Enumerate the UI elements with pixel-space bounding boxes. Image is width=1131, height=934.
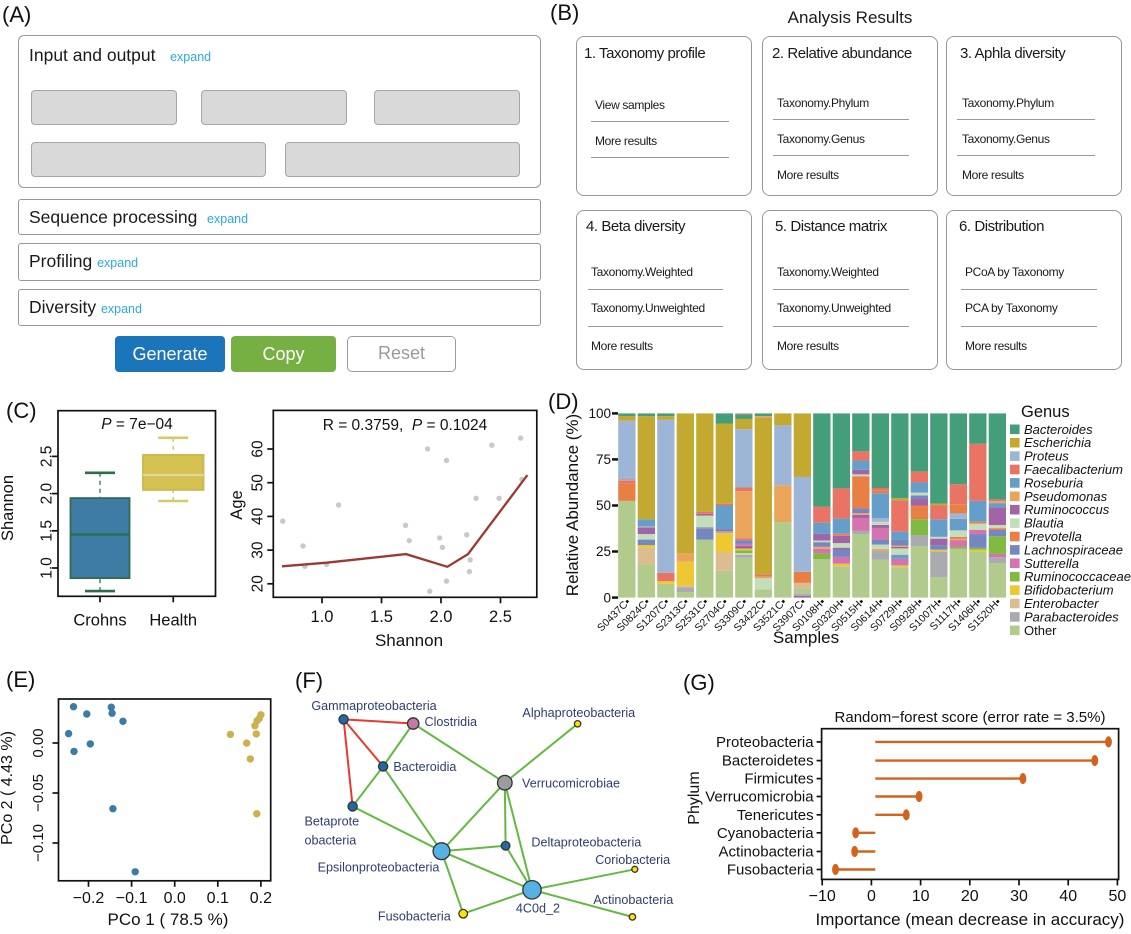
svg-text:Verrucomicrobia: Verrucomicrobia <box>705 789 814 806</box>
svg-text:Deltaproteobacteria: Deltaproteobacteria <box>531 836 641 850</box>
svg-text:Phylum: Phylum <box>686 771 703 824</box>
svg-text:Bacteroidetes: Bacteroidetes <box>722 753 814 770</box>
svg-text:PCo 1 ( 78.5 %): PCo 1 ( 78.5 %) <box>108 910 229 929</box>
svg-text:Crohns: Crohns <box>73 612 126 630</box>
svg-text:10: 10 <box>912 888 930 905</box>
svg-text:P = 7e−04: P = 7e−04 <box>101 416 173 433</box>
svg-text:60: 60 <box>249 440 266 458</box>
svg-text:Actinobacteria: Actinobacteria <box>593 893 673 907</box>
svg-text:25: 25 <box>596 544 611 559</box>
svg-text:2.0: 2.0 <box>39 482 56 504</box>
svg-text:Alphaproteobacteria: Alphaproteobacteria <box>522 706 635 720</box>
svg-text:Ruminococcaceae: Ruminococcaceae <box>1024 569 1131 584</box>
svg-text:Sutterella: Sutterella <box>1024 556 1079 571</box>
svg-text:50: 50 <box>1109 888 1127 905</box>
svg-text:−0.05: −0.05 <box>30 774 47 812</box>
svg-text:Actinobacteria: Actinobacteria <box>719 844 815 861</box>
svg-text:0: 0 <box>867 888 876 905</box>
svg-text:Verrucomicrobiae: Verrucomicrobiae <box>522 777 620 791</box>
svg-text:(E): (E) <box>6 667 35 692</box>
svg-text:Health: Health <box>149 612 197 630</box>
svg-text:Pseudomonas: Pseudomonas <box>1024 489 1108 504</box>
svg-text:Gammaproteobacteria: Gammaproteobacteria <box>311 699 436 713</box>
svg-text:Clostridia: Clostridia <box>425 715 478 729</box>
svg-text:40: 40 <box>1059 888 1077 905</box>
svg-text:50: 50 <box>249 474 266 492</box>
svg-text:30: 30 <box>249 541 266 559</box>
svg-text:(G): (G) <box>683 670 715 695</box>
svg-text:(F): (F) <box>295 668 323 693</box>
svg-text:2.5: 2.5 <box>489 608 512 626</box>
svg-text:Enterobacter: Enterobacter <box>1024 596 1099 611</box>
svg-text:Bacteroides: Bacteroides <box>1024 422 1093 437</box>
svg-text:Roseburia: Roseburia <box>1024 475 1083 490</box>
svg-text:2.5: 2.5 <box>39 446 56 468</box>
svg-text:Parabacteroides: Parabacteroides <box>1024 609 1119 624</box>
svg-text:−0.2: −0.2 <box>73 890 105 907</box>
svg-text:30: 30 <box>1010 888 1028 905</box>
svg-text:0.2: 0.2 <box>250 890 272 907</box>
svg-text:1.5: 1.5 <box>39 520 56 542</box>
svg-text:20: 20 <box>249 575 266 593</box>
svg-text:4C0d_2: 4C0d_2 <box>516 902 560 916</box>
svg-text:0.00: 0.00 <box>30 728 47 757</box>
svg-text:Shannon: Shannon <box>0 475 17 541</box>
svg-text:Other: Other <box>1024 623 1057 638</box>
svg-text:0: 0 <box>603 590 611 605</box>
svg-text:Betaprote: Betaprote <box>305 815 360 829</box>
svg-text:Escherichia: Escherichia <box>1024 435 1091 450</box>
svg-text:obacteria: obacteria <box>305 834 357 848</box>
svg-text:Shannon: Shannon <box>375 631 443 650</box>
svg-text:(D): (D) <box>548 389 579 414</box>
svg-text:PCo 2 ( 4.43 %): PCo 2 ( 4.43 %) <box>0 731 16 845</box>
svg-text:Ruminococcus: Ruminococcus <box>1024 502 1110 517</box>
svg-text:Importance (mean decrease in a: Importance (mean decrease in accuracy) <box>816 910 1125 929</box>
svg-text:Epsilonproteobacteria: Epsilonproteobacteria <box>318 861 440 875</box>
svg-text:Random−forest score (error rat: Random−forest score (error rate = 3.5%) <box>835 709 1106 726</box>
svg-text:Tenericutes: Tenericutes <box>737 807 814 824</box>
svg-text:Genus: Genus <box>1021 403 1070 421</box>
svg-text:20: 20 <box>961 888 979 905</box>
svg-text:75: 75 <box>596 452 611 467</box>
svg-text:−0.10: −0.10 <box>30 824 47 862</box>
svg-text:Faecalibacterium: Faecalibacterium <box>1024 462 1123 477</box>
svg-text:−10: −10 <box>809 888 836 905</box>
svg-text:Blautia: Blautia <box>1024 516 1064 531</box>
svg-text:Bacteroidia: Bacteroidia <box>393 760 456 774</box>
svg-text:0.1: 0.1 <box>207 890 229 907</box>
svg-text:2.0: 2.0 <box>430 608 453 626</box>
svg-text:1.5: 1.5 <box>370 608 393 626</box>
svg-text:0.0: 0.0 <box>164 890 186 907</box>
svg-text:−0.1: −0.1 <box>116 890 148 907</box>
svg-text:Coriobacteria: Coriobacteria <box>595 853 670 867</box>
svg-text:Bifidobacterium: Bifidobacterium <box>1024 583 1114 598</box>
svg-text:Fusobacteria: Fusobacteria <box>727 862 814 879</box>
svg-text:Age: Age <box>228 490 246 519</box>
svg-text:Prevotella: Prevotella <box>1024 529 1082 544</box>
svg-text:R = 0.3759, P = 0.1024: R = 0.3759, P = 0.1024 <box>323 417 488 434</box>
svg-text:Proteus: Proteus <box>1024 449 1069 464</box>
svg-text:1.0: 1.0 <box>311 608 334 626</box>
svg-text:40: 40 <box>249 507 266 525</box>
svg-text:Fusobacteria: Fusobacteria <box>378 910 451 924</box>
svg-text:1.0: 1.0 <box>39 557 56 579</box>
svg-text:Firmicutes: Firmicutes <box>744 771 813 788</box>
svg-text:Lachnospiraceae: Lachnospiraceae <box>1024 542 1123 557</box>
svg-text:Proteobacteria: Proteobacteria <box>716 734 814 751</box>
svg-text:(C): (C) <box>6 398 37 423</box>
svg-text:50: 50 <box>596 498 611 513</box>
svg-text:Samples: Samples <box>773 628 839 647</box>
svg-text:100: 100 <box>588 406 611 421</box>
svg-text:Relative Abundance (%): Relative Abundance (%) <box>563 414 582 596</box>
svg-text:Cyanobacteria: Cyanobacteria <box>717 825 814 842</box>
